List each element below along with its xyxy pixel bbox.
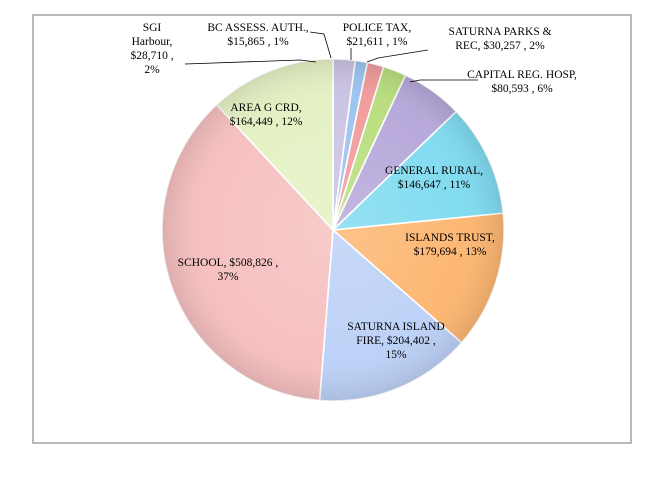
- leader-line-sgi-harbour: [184, 59, 317, 65]
- data-label-capital-reg-hosp: CAPITAL REG. HOSP, $80,593 , 6%: [467, 69, 577, 95]
- data-label-line: FIRE, $204,402 ,: [356, 334, 436, 347]
- data-label-line: $28,710 ,: [130, 49, 173, 62]
- data-label-line: $15,865 , 1%: [227, 35, 289, 48]
- leader-line-capital-reg-hosp: [409, 79, 478, 83]
- data-label-line: AREA G CRD,: [230, 102, 301, 114]
- data-label-line: 2%: [144, 64, 160, 76]
- data-label-line: BC ASSESS. AUTH.,: [207, 22, 308, 34]
- data-label-line: ISLANDS TRUST,: [405, 232, 495, 244]
- data-label-line: 37%: [217, 271, 239, 283]
- data-label-saturna-parks-rec: SATURNA PARKS & REC, $30,257 , 2%: [448, 26, 551, 52]
- data-label-bc-assess-auth: BC ASSESS. AUTH., $15,865 , 1%: [207, 22, 308, 48]
- data-label-saturna-island-fire: SATURNA ISLAND FIRE, $204,402 , 15%: [347, 321, 444, 361]
- data-label-line: POLICE TAX,: [343, 22, 412, 34]
- data-label-area-g-crd: AREA G CRD, $164,449 , 12%: [230, 102, 303, 128]
- data-label-line: $80,593 , 6%: [491, 82, 553, 95]
- data-label-line: SATURNA ISLAND: [347, 321, 444, 333]
- data-label-line: SGI: [143, 22, 162, 34]
- data-label-police-tax: POLICE TAX, $21,611 , 1%: [343, 22, 412, 48]
- data-label-line: $21,611 , 1%: [347, 35, 408, 48]
- data-label-line: SCHOOL, $508,826 ,: [178, 256, 279, 269]
- data-label-line: CAPITAL REG. HOSP,: [467, 69, 577, 81]
- data-label-line: Harbour,: [132, 36, 173, 48]
- data-label-school: SCHOOL, $508,826 , 37%: [178, 256, 279, 283]
- data-label-line: GENERAL RURAL,: [385, 165, 483, 177]
- data-label-general-rural: GENERAL RURAL, $146,647 , 11%: [385, 165, 483, 191]
- data-label-line: $146,647 , 11%: [398, 178, 471, 191]
- data-label-line: REC, $30,257 , 2%: [455, 39, 545, 52]
- data-label-line: $164,449 , 12%: [230, 115, 303, 128]
- data-label-line: SATURNA PARKS &: [448, 26, 551, 38]
- leader-line-bc-assess-auth: [309, 31, 332, 59]
- data-label-islands-trust: ISLANDS TRUST, $179,694 , 13%: [405, 232, 495, 258]
- leader-line-saturna-parks-rec: [366, 49, 429, 63]
- data-label-line: 15%: [385, 349, 407, 361]
- data-label-sgi-harbour: SGI Harbour, $28,710 , 2%: [130, 22, 173, 76]
- data-label-line: $179,694 , 13%: [414, 245, 487, 258]
